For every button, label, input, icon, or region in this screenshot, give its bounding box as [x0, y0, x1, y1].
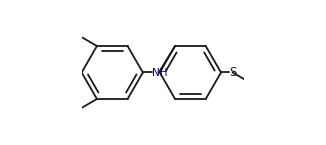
Text: NH: NH [152, 68, 168, 77]
Text: S: S [230, 66, 237, 79]
